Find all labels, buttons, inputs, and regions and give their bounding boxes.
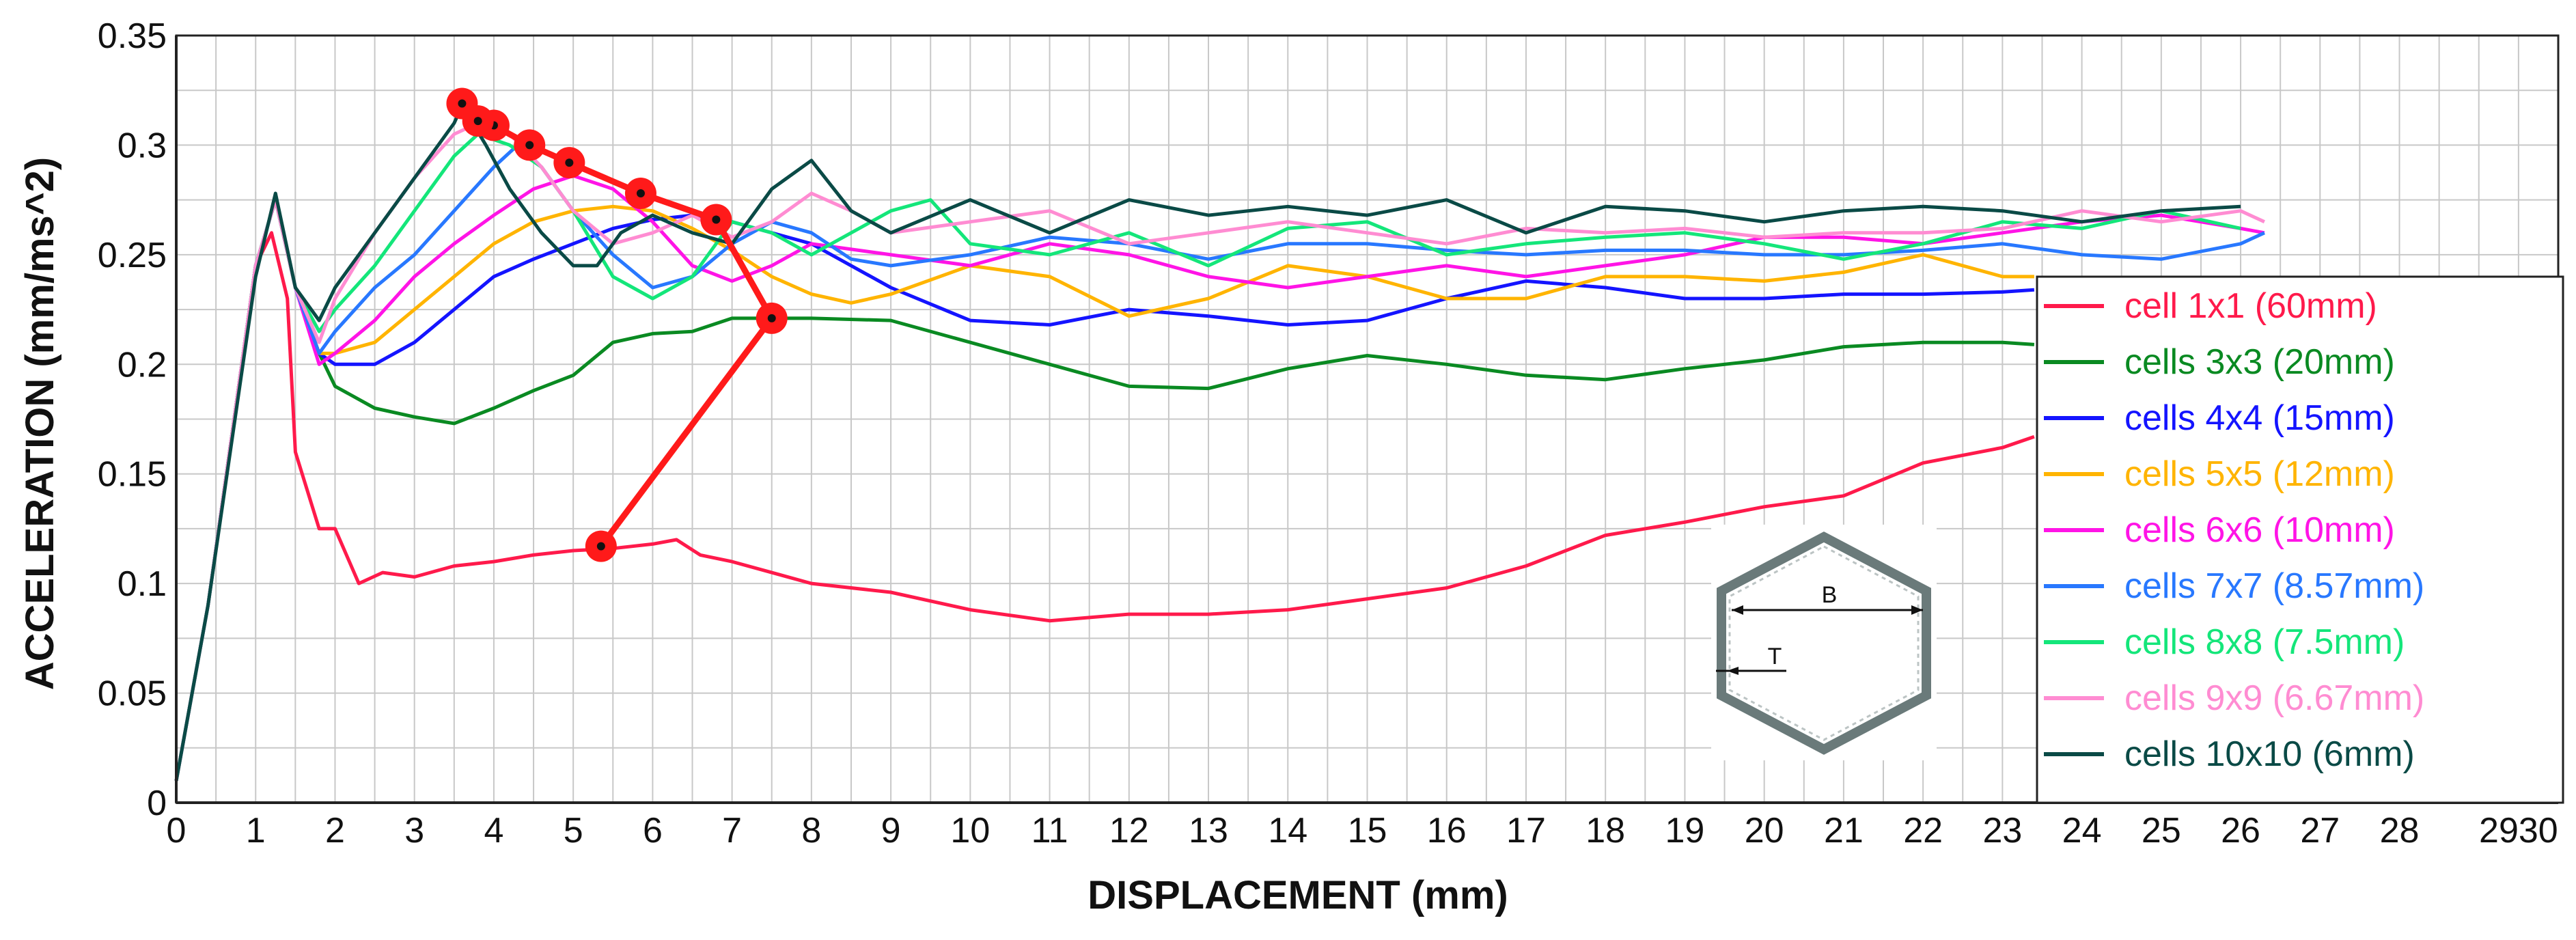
x-tick-label: 5 bbox=[564, 811, 583, 851]
x-tick-label: 3 bbox=[404, 811, 424, 851]
width-label: B bbox=[1822, 582, 1838, 608]
series-line-1 bbox=[174, 231, 2035, 782]
x-tick-label: 12 bbox=[1109, 811, 1149, 851]
series-line-8 bbox=[174, 121, 2265, 782]
x-tick-label: 1 bbox=[246, 811, 266, 851]
plot-lines bbox=[174, 104, 2265, 782]
x-tick-label: 23 bbox=[1982, 811, 2022, 851]
series-line-5 bbox=[174, 174, 2265, 782]
legend-label: cells 4x4 (15mm) bbox=[2124, 398, 2395, 438]
annotation-marker-center bbox=[458, 99, 467, 108]
x-tick-label: 18 bbox=[1585, 811, 1625, 851]
legend-label: cells 6x6 (10mm) bbox=[2124, 510, 2395, 550]
annotation-marker-center bbox=[565, 158, 574, 167]
width-arrow-left bbox=[1732, 605, 1743, 615]
x-tick-label: 9 bbox=[881, 811, 901, 851]
legend-label: cells 10x10 (6mm) bbox=[2124, 734, 2415, 774]
y-axis-title: ACCELERATION (mm/ms^2) bbox=[18, 157, 62, 690]
x-tick-label: 4 bbox=[484, 811, 503, 851]
legend: cell 1x1 (60mm) cells 3x3 (20mm) cells 4x4… bbox=[2036, 275, 2564, 804]
hexagon-outer-wall bbox=[1717, 531, 1931, 755]
x-tick-label: 21 bbox=[1824, 811, 1864, 851]
x-tick-label: 11 bbox=[1031, 811, 1068, 851]
annotation-marker-center bbox=[767, 314, 776, 322]
y-tick-label: 0.15 bbox=[98, 455, 167, 495]
x-tick-label: 14 bbox=[1268, 811, 1307, 851]
width-arrow-right bbox=[1911, 605, 1923, 615]
x-tick-label: 19 bbox=[1665, 811, 1705, 851]
x-tick-label: 22 bbox=[1903, 811, 1943, 851]
y-tick-label: 0.3 bbox=[117, 126, 167, 165]
legend-label: cells 5x5 (12mm) bbox=[2124, 454, 2395, 494]
thickness-label: T bbox=[1768, 644, 1782, 669]
y-tick-label: 0.05 bbox=[98, 674, 167, 714]
annotation-marker-center bbox=[636, 189, 645, 198]
x-tick-label: 13 bbox=[1189, 811, 1228, 851]
x-tick-label: 8 bbox=[801, 811, 821, 851]
y-tick-label: 0.25 bbox=[98, 236, 167, 275]
x-tick-label: 10 bbox=[950, 811, 990, 851]
x-tick-label: 20 bbox=[1745, 811, 1784, 851]
inset-background bbox=[1711, 525, 1937, 760]
x-tick-label: 2 bbox=[325, 811, 345, 851]
x-tick-label: 16 bbox=[1427, 811, 1467, 851]
x-tick-label: 17 bbox=[1506, 811, 1546, 851]
x-tick-label: 25 bbox=[2142, 811, 2181, 851]
x-tick-label: 15 bbox=[1348, 811, 1387, 851]
x-tick-label: 6 bbox=[643, 811, 663, 851]
legend-label: cells 9x9 (6.67mm) bbox=[2124, 678, 2424, 718]
annotation-line bbox=[460, 101, 775, 549]
hexagon-cell-inset: B T bbox=[1711, 525, 1937, 760]
x-axis-title: DISPLACEMENT (mm) bbox=[1088, 873, 1508, 917]
annotation-marker-center bbox=[525, 141, 534, 150]
series-line-6 bbox=[174, 143, 2265, 782]
legend-label: cells 3x3 (20mm) bbox=[2124, 342, 2395, 382]
y-tick-labels: 0 0.05 0.1 0.15 0.2 0.25 0.3 0.35 bbox=[98, 16, 167, 823]
x-tick-label: 26 bbox=[2221, 811, 2260, 851]
thickness-arrow bbox=[1727, 667, 1739, 675]
x-tick-labels: 0 1 2 3 4 5 6 7 8 9 10 11 12 13 14 15 16 17 18 19 20 21 22 23 24… bbox=[167, 811, 2558, 851]
annotation-marker-center bbox=[473, 117, 482, 126]
series-line-7 bbox=[174, 132, 2241, 782]
legend-items: cell 1x1 (60mm) cells 3x3 (20mm) cells 4x4… bbox=[2044, 286, 2424, 774]
annotation-marker-center bbox=[712, 215, 721, 224]
y-tick-label: 0.1 bbox=[117, 564, 167, 604]
legend-label: cell 1x1 (60mm) bbox=[2124, 286, 2377, 326]
x-tick-label: 28 bbox=[2380, 811, 2420, 851]
x-tick-label: 24 bbox=[2062, 811, 2102, 851]
y-tick-label: 0.2 bbox=[117, 345, 167, 385]
y-tick-label: 0 bbox=[147, 784, 167, 823]
y-tick-label: 0.35 bbox=[98, 16, 167, 56]
legend-label: cells 8x8 (7.5mm) bbox=[2124, 622, 2405, 662]
legend-box bbox=[2036, 275, 2564, 804]
x-tick-label: 27 bbox=[2300, 811, 2340, 851]
x-tick-label: 7 bbox=[722, 811, 742, 851]
annotation-path bbox=[446, 87, 788, 562]
legend-label: cells 7x7 (8.57mm) bbox=[2124, 566, 2424, 606]
x-tick-label: 0 bbox=[167, 811, 186, 851]
hexagon-inner-wall bbox=[1728, 545, 1920, 741]
series-line-9 bbox=[174, 104, 2241, 782]
x-tick-label: 2930 bbox=[2479, 811, 2558, 851]
annotation-marker-center bbox=[596, 542, 605, 551]
